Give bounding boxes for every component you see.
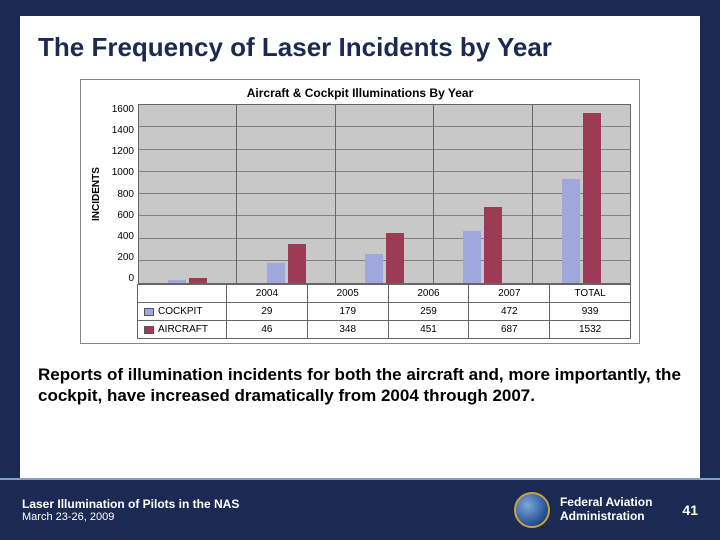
table-header-cell: 2005 (308, 285, 389, 303)
bar-cockpit (267, 263, 285, 283)
y-axis-ticks: 0 200 400 600 800 1000 1200 1400 1600 (104, 104, 138, 284)
footer-agency-line1: Federal Aviation (560, 496, 652, 510)
table-header-cell: 2007 (469, 285, 550, 303)
bar-cockpit (562, 179, 580, 283)
slide-caption: Reports of illumination incidents for bo… (20, 354, 700, 407)
y-tick-label: 1200 (104, 146, 134, 157)
footer-date: March 23-26, 2009 (22, 511, 514, 523)
legend-label: AIRCRAFT (158, 324, 208, 335)
table-header-blank (137, 285, 227, 303)
table-header-cell: TOTAL (550, 285, 631, 303)
page-number: 41 (682, 502, 698, 518)
y-axis-label: INCIDENTS (89, 104, 104, 284)
bar-cockpit (463, 231, 481, 284)
table-data-cell: 1532 (550, 321, 631, 339)
y-tick-label: 600 (104, 210, 134, 221)
y-tick-label: 200 (104, 252, 134, 263)
y-tick-label: 1000 (104, 167, 134, 178)
chart-container: Aircraft & Cockpit Illuminations By Year… (80, 79, 640, 344)
table-data-cell: 259 (389, 303, 470, 321)
bar-aircraft (583, 113, 601, 283)
table-series-label: AIRCRAFT (137, 321, 227, 339)
table-data-cell: 472 (469, 303, 550, 321)
faa-logo-icon (514, 492, 550, 528)
footer-left: Laser Illumination of Pilots in the NAS … (22, 497, 514, 523)
content-area: The Frequency of Laser Incidents by Year… (20, 16, 700, 478)
slide-footer: Laser Illumination of Pilots in the NAS … (0, 478, 720, 540)
table-header-cell: 2004 (227, 285, 308, 303)
table-data-cell: 687 (469, 321, 550, 339)
category-column (139, 105, 237, 283)
bar-aircraft (386, 233, 404, 283)
table-data-cell: 179 (308, 303, 389, 321)
chart-body: INCIDENTS 0 200 400 600 800 1000 1200 1400 1600 (89, 104, 631, 284)
slide-root: The Frequency of Laser Incidents by Year… (0, 0, 720, 540)
bar-aircraft (484, 207, 502, 283)
table-data-cell: 939 (550, 303, 631, 321)
legend-swatch-icon (144, 326, 154, 334)
table-data-cell: 451 (389, 321, 470, 339)
y-tick-label: 800 (104, 189, 134, 200)
chart-data-table: 2004200520062007TOTAL COCKPIT 291792594729… (137, 284, 631, 339)
bar-aircraft (288, 244, 306, 283)
y-tick-label: 1600 (104, 104, 134, 115)
table-series-label: COCKPIT (137, 303, 227, 321)
table-data-cell: 46 (227, 321, 308, 339)
category-column (434, 105, 532, 283)
chart-plot-area (138, 104, 631, 284)
bar-cockpit (168, 280, 186, 283)
footer-agency-name: Federal Aviation Administration (560, 496, 652, 524)
category-column (336, 105, 434, 283)
table-header-cell: 2006 (389, 285, 470, 303)
category-column (237, 105, 335, 283)
legend-swatch-icon (144, 308, 154, 316)
y-tick-label: 400 (104, 231, 134, 242)
footer-agency-line2: Administration (560, 510, 652, 524)
bar-aircraft (189, 278, 207, 283)
footer-presentation-title: Laser Illumination of Pilots in the NAS (22, 497, 514, 511)
y-tick-label: 1400 (104, 125, 134, 136)
category-column (533, 105, 630, 283)
slide-title: The Frequency of Laser Incidents by Year (20, 16, 700, 73)
y-tick-label: 0 (104, 273, 134, 284)
bar-cockpit (365, 254, 383, 283)
chart-title: Aircraft & Cockpit Illuminations By Year (89, 86, 631, 100)
legend-label: COCKPIT (158, 306, 202, 317)
table-data-cell: 29 (227, 303, 308, 321)
table-data-cell: 348 (308, 321, 389, 339)
